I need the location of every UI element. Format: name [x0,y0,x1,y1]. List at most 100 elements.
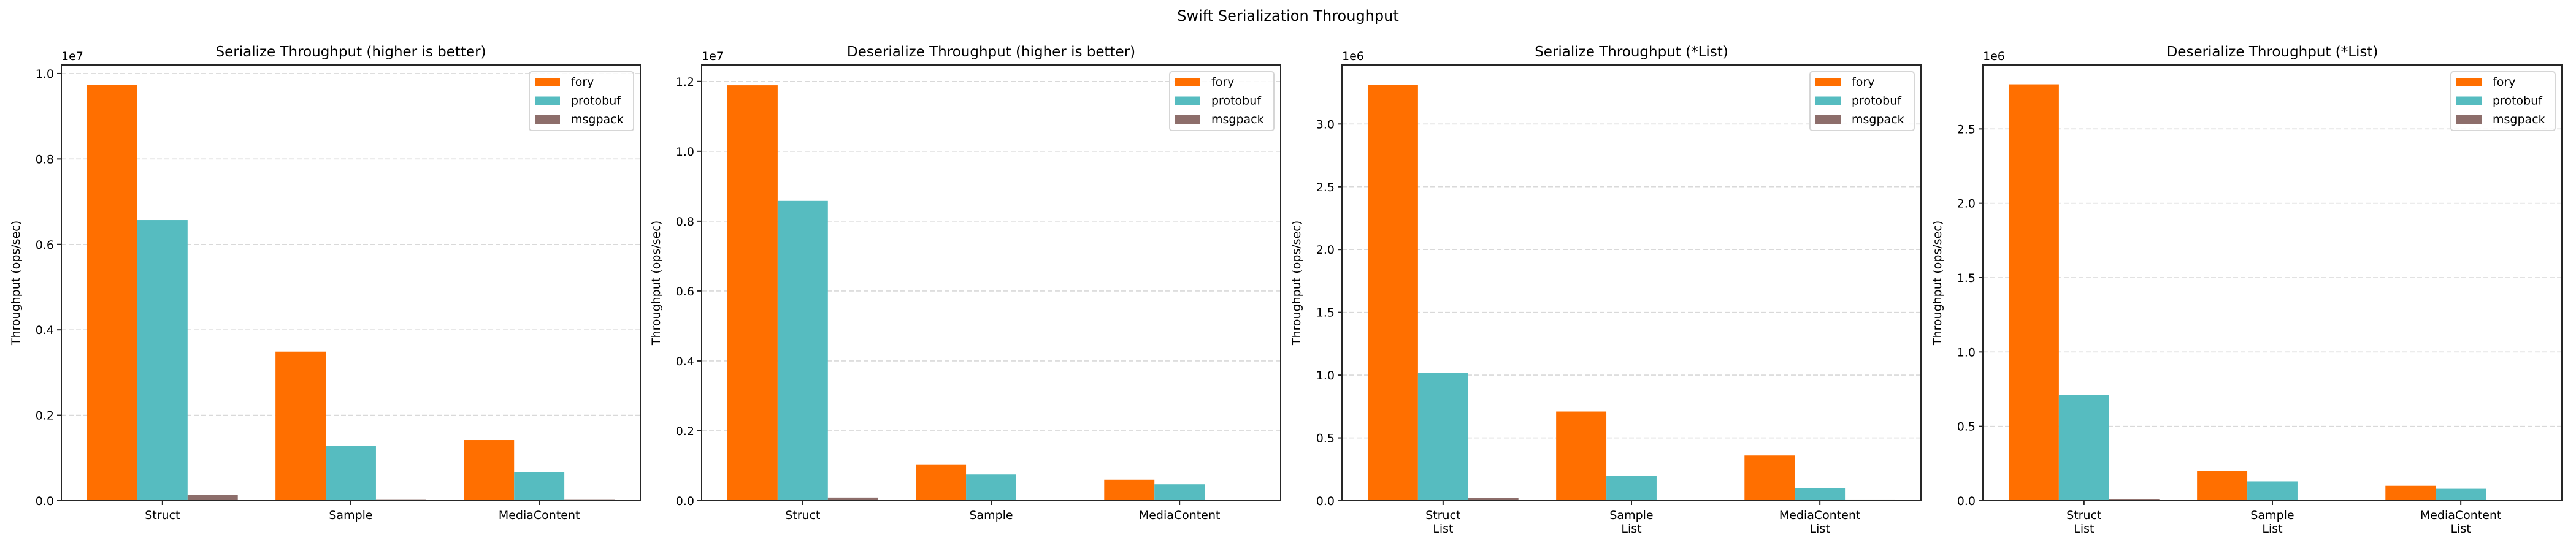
chart-title: Deserialize Throughput (higher is better… [847,44,1135,60]
y-tick-label: 1.0 [36,67,54,81]
legend-label-fory: fory [1211,75,1234,89]
legend-label-msgpack: msgpack [2493,113,2545,126]
y-offset-label: 1e7 [61,50,83,63]
y-offset-label: 1e6 [1342,50,1364,63]
legend-label-msgpack: msgpack [1852,113,1904,126]
y-tick-label: 1.0 [1957,346,1976,359]
bar-protobuf-1 [1418,373,1468,501]
bar-protobuf-2 [326,446,376,501]
bar-protobuf-2 [966,474,1016,501]
legend-swatch-protobuf [2456,97,2482,105]
x-tick-label: List [2074,522,2094,536]
x-tick-label: Sample [1609,509,1653,522]
y-tick-label: 0.0 [36,495,54,508]
legend-label-fory: fory [1852,75,1874,89]
chart-title: Serialize Throughput (higher is better) [216,44,486,60]
chart-panel-3: 0.00.51.01.52.02.53.0StructListSampleLis… [1290,44,1921,536]
legend-swatch-msgpack [535,115,560,124]
y-tick-label: 0.0 [676,495,694,508]
y-tick-label: 1.5 [1957,271,1976,285]
legend-label-protobuf: protobuf [1852,94,1902,108]
y-tick-label: 2.0 [1316,243,1335,257]
y-tick-label: 0.5 [1957,420,1976,434]
x-tick-label: Struct [2066,509,2101,522]
bar-msgpack-1 [188,495,238,501]
bar-fory-3 [1744,455,1795,501]
y-tick-label: 1.0 [676,145,694,159]
legend-swatch-msgpack [2456,115,2482,124]
bar-fory-2 [275,352,326,501]
legend-label-msgpack: msgpack [1211,113,1264,126]
x-tick-label: List [1810,522,1830,536]
y-tick-label: 0.6 [676,285,694,298]
x-tick-label: List [1621,522,1641,536]
y-offset-label: 1e7 [702,50,724,63]
y-tick-label: 0.4 [676,355,694,368]
x-tick-label: List [2451,522,2471,536]
figure-suptitle: Swift Serialization Throughput [0,7,2576,25]
y-tick-label: 0.8 [676,215,694,229]
bar-fory-1 [87,85,137,501]
y-tick-label: 2.0 [1957,197,1976,211]
bar-fory-2 [1556,412,1606,501]
y-tick-label: 1.2 [676,75,694,89]
legend-swatch-msgpack [1815,115,1841,124]
legend-swatch-protobuf [1175,97,1200,105]
y-tick-label: 3.0 [1316,118,1335,131]
legend-label-fory: fory [2493,75,2515,89]
bar-fory-3 [464,440,514,501]
bar-protobuf-1 [2059,395,2109,501]
bar-protobuf-1 [778,201,828,501]
x-tick-label: MediaContent [2420,509,2502,522]
bar-protobuf-3 [1154,484,1205,501]
legend: fory protobuf msgpack [1810,72,1914,131]
bar-fory-1 [727,85,778,501]
chart-title: Serialize Throughput (*List) [1535,44,1728,60]
legend-swatch-protobuf [535,97,560,105]
x-tick-label: Sample [969,509,1013,522]
x-tick-label: Struct [785,509,820,522]
legend-swatch-fory [1175,78,1200,86]
legend-swatch-protobuf [1815,97,1841,105]
bar-protobuf-3 [514,472,564,501]
legend-label-protobuf: protobuf [571,94,621,108]
y-tick-label: 0.0 [1957,495,1976,508]
x-tick-label: Struct [1425,509,1460,522]
bar-fory-1 [2009,85,2059,501]
legend-label-protobuf: protobuf [2493,94,2543,108]
y-tick-label: 0.6 [36,238,54,252]
y-axis-label: Throughput (ops/sec) [1290,221,1303,346]
legend: fory protobuf msgpack [2451,72,2555,131]
legend-label-protobuf: protobuf [1211,94,1262,108]
y-axis-label: Throughput (ops/sec) [9,221,23,346]
y-tick-label: 0.2 [36,409,54,423]
legend: fory protobuf msgpack [1170,72,1274,131]
x-tick-label: Sample [2250,509,2294,522]
legend-swatch-fory [2456,78,2482,86]
y-axis-label: Throughput (ops/sec) [1931,221,1944,346]
y-tick-label: 0.8 [36,153,54,166]
legend-label-msgpack: msgpack [571,113,624,126]
bar-protobuf-3 [2436,489,2486,501]
x-tick-label: MediaContent [499,509,580,522]
y-tick-label: 0.2 [676,425,694,438]
x-tick-label: List [1433,522,1453,536]
legend-swatch-fory [535,78,560,86]
bar-fory-3 [1104,480,1154,501]
bar-protobuf-3 [1795,488,1845,501]
y-tick-label: 0.0 [1316,495,1335,508]
y-offset-label: 1e6 [1983,50,2005,63]
bar-fory-2 [916,465,966,501]
legend-swatch-fory [1815,78,1841,86]
y-tick-label: 2.5 [1957,123,1976,136]
x-tick-label: List [2262,522,2282,536]
chart-panel-2: 0.0 0.2 0.4 0.6 0.8 1.0 1.2 Struct Sample MediaCo… [650,44,1281,522]
chart-title: Deserialize Throughput (*List) [2167,44,2379,60]
bar-fory-2 [2197,471,2247,501]
x-tick-label: MediaContent [1139,509,1221,522]
bar-protobuf-1 [137,220,188,501]
